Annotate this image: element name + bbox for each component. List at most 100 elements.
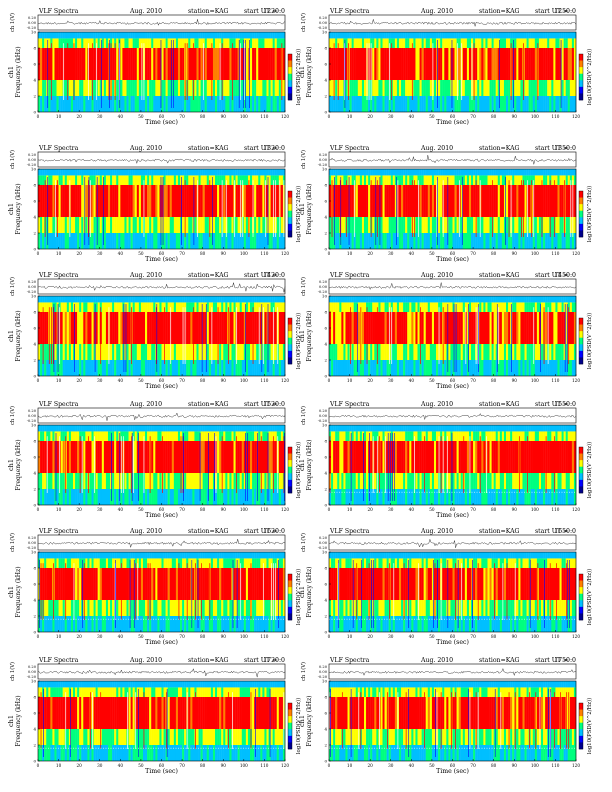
spectrogram-streak bbox=[209, 180, 211, 237]
spectrogram-cell bbox=[161, 360, 164, 376]
spectrogram-cell bbox=[501, 169, 505, 176]
spectrogram-cell bbox=[124, 48, 127, 80]
colorbar bbox=[578, 317, 584, 365]
spectrogram-streak bbox=[277, 307, 279, 364]
spectrogram-cell bbox=[433, 185, 437, 217]
spectrogram-cell bbox=[229, 169, 232, 176]
spectrogram-cell bbox=[372, 38, 375, 48]
xtick-label: 110 bbox=[551, 114, 559, 119]
spectrogram-cell bbox=[329, 217, 332, 233]
spectrogram-streak bbox=[329, 436, 331, 493]
spectrogram-cell bbox=[225, 233, 228, 249]
spectrogram-cell bbox=[204, 360, 207, 376]
spectrogram-cell bbox=[256, 489, 259, 505]
spectrogram-cell bbox=[243, 425, 247, 432]
spectrogram-streak bbox=[193, 177, 195, 245]
spectrogram-streak bbox=[461, 177, 463, 245]
spectrogram-cell bbox=[405, 360, 408, 376]
colorbar-segment bbox=[288, 344, 292, 352]
spectrogram-cell bbox=[274, 32, 277, 39]
spectrogram-streak bbox=[553, 180, 555, 237]
spectrogram-cell bbox=[120, 175, 123, 185]
trace-waveform bbox=[37, 158, 286, 165]
spectrogram-cell bbox=[219, 296, 222, 303]
spectrogram-cell bbox=[396, 233, 400, 249]
colorbar-segment bbox=[288, 217, 292, 225]
spectrogram-cell bbox=[339, 312, 342, 344]
spectrogram-cell bbox=[571, 302, 575, 312]
spectrogram-cell bbox=[559, 233, 562, 249]
spectrogram-cell bbox=[536, 302, 540, 312]
spectrogram-cell bbox=[217, 431, 220, 441]
spectrogram-streak bbox=[348, 43, 349, 100]
spectrogram-cell bbox=[97, 312, 100, 344]
spectrogram-cell bbox=[456, 312, 459, 344]
spectrogram-cell bbox=[436, 48, 439, 80]
spectrogram-cell bbox=[217, 441, 220, 473]
spectrogram-cell bbox=[543, 175, 546, 185]
spectrogram-cell bbox=[343, 217, 346, 233]
spectrogram-cell bbox=[363, 360, 367, 376]
xtick-label: 10 bbox=[347, 114, 353, 119]
panel-title: VLF Spectra bbox=[329, 8, 370, 15]
spectrogram-cell bbox=[366, 489, 369, 505]
spectrogram-cell bbox=[481, 80, 484, 96]
spectrogram-cell bbox=[452, 302, 455, 312]
spectrogram-streak bbox=[523, 180, 524, 237]
spectrogram-cell bbox=[260, 296, 263, 303]
spectrogram-cell bbox=[153, 431, 156, 441]
spectrogram-cell bbox=[370, 344, 373, 360]
spectrogram-cell bbox=[438, 217, 441, 233]
spectrogram-cell bbox=[282, 489, 286, 505]
spectrogram-cell bbox=[237, 169, 240, 176]
spectrogram-cell bbox=[138, 217, 142, 233]
spectrogram-cell bbox=[355, 489, 359, 505]
spectrogram-cell bbox=[42, 32, 45, 39]
spectrogram-cell bbox=[217, 48, 220, 80]
spectrogram-cell bbox=[270, 217, 273, 233]
spectrogram-cell bbox=[103, 302, 107, 312]
spectrogram-cell bbox=[468, 175, 472, 185]
spectrogram-cell bbox=[282, 233, 286, 249]
spectrogram-cell bbox=[343, 296, 346, 303]
spectrogram-cell bbox=[526, 312, 529, 344]
spectrogram-cell bbox=[366, 441, 369, 473]
spectrogram-cell bbox=[196, 441, 199, 473]
spectrogram-cell bbox=[413, 344, 416, 360]
spectrogram-cell bbox=[252, 48, 255, 80]
spectrogram-cell bbox=[512, 175, 515, 185]
spectrogram-cell bbox=[353, 360, 356, 376]
spectrogram-cell bbox=[419, 38, 422, 48]
spectrogram-cell bbox=[419, 96, 422, 112]
spectrogram-cell bbox=[270, 489, 273, 505]
spectrogram-cell bbox=[355, 169, 359, 176]
spectrogram-cell bbox=[429, 169, 433, 176]
spectrogram-cell bbox=[38, 217, 41, 233]
spectrogram-cell bbox=[40, 344, 43, 360]
spectrogram-cell bbox=[145, 425, 148, 432]
spectrogram-cell bbox=[442, 360, 445, 376]
spectrogram-cell bbox=[147, 48, 150, 80]
spectrogram-cell bbox=[541, 48, 544, 80]
spectrogram-cell bbox=[204, 48, 207, 80]
spectrogram-cell bbox=[105, 312, 109, 344]
spectrogram-cell bbox=[124, 425, 127, 432]
spectrogram-cell bbox=[85, 233, 88, 249]
spectrogram-cell bbox=[382, 217, 385, 233]
spectrogram-cell bbox=[536, 217, 540, 233]
spectrogram-cell bbox=[349, 32, 352, 39]
spectrogram-cell bbox=[343, 233, 346, 249]
spectrogram-cell bbox=[186, 296, 189, 303]
spectrogram-cell bbox=[194, 360, 197, 376]
xtick-label: 40 bbox=[118, 507, 124, 512]
spectrogram-cell bbox=[516, 344, 519, 360]
spectrogram-cell bbox=[229, 344, 232, 360]
spectrogram-cell bbox=[262, 233, 265, 249]
spectrogram-streak bbox=[96, 43, 97, 100]
spectrogram-cell bbox=[81, 175, 84, 185]
spectrogram-cell bbox=[219, 169, 222, 176]
spectrogram-cell bbox=[282, 425, 286, 432]
spectrogram-cell bbox=[421, 360, 424, 376]
spectrogram-cell bbox=[493, 296, 496, 303]
spectrogram-cell bbox=[462, 96, 466, 112]
